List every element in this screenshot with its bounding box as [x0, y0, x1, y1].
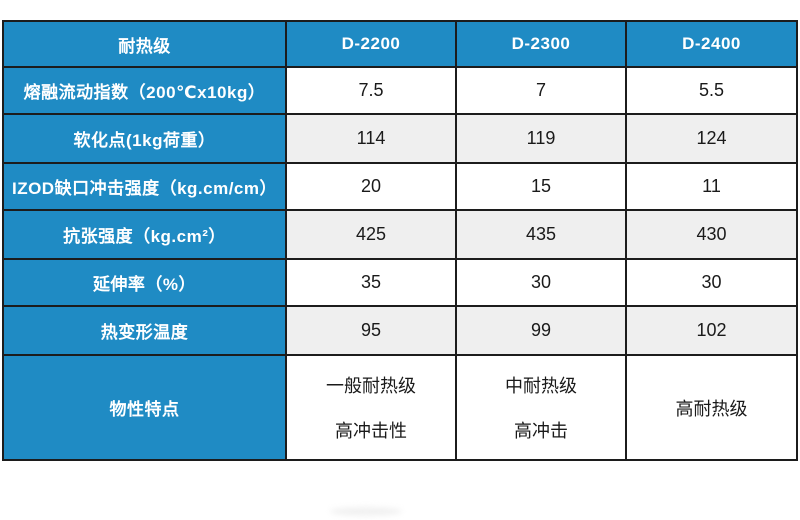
value-cell: 99 — [455, 305, 627, 356]
value-cell: 11 — [625, 162, 798, 211]
value-cell: 124 — [625, 113, 798, 164]
value-cell: 7.5 — [285, 66, 457, 115]
value-cell: 119 — [455, 113, 627, 164]
watermark-smudge — [330, 507, 402, 516]
feature-cell-d2300: 中耐热级 高冲击 — [455, 354, 627, 461]
value-cell: 435 — [455, 209, 627, 260]
value-cell: 425 — [285, 209, 457, 260]
value-cell: 7 — [455, 66, 627, 115]
row-label: IZOD缺口冲击强度（kg.cm/cm） — [2, 162, 287, 211]
row-label: 熔融流动指数（200℃x10kg） — [2, 66, 287, 115]
feature-line: 高冲击性 — [335, 421, 407, 442]
feature-line: 高冲击 — [514, 421, 568, 442]
header-cell-grade: 耐热级 — [2, 20, 287, 68]
header-cell-d2400: D-2400 — [625, 20, 798, 68]
header-cell-d2300: D-2300 — [455, 20, 627, 68]
feature-cell-d2400: 高耐热级 — [625, 354, 798, 461]
header-row: 耐热级 D-2200 D-2300 D-2400 — [2, 20, 798, 68]
row-heat-deflection-temp: 热变形温度 95 99 102 — [2, 305, 798, 356]
row-izod-impact: IZOD缺口冲击强度（kg.cm/cm） 20 15 11 — [2, 162, 798, 211]
value-cell: 430 — [625, 209, 798, 260]
header-cell-d2200: D-2200 — [285, 20, 457, 68]
row-label: 软化点(1kg荷重） — [2, 113, 287, 164]
row-label: 热变形温度 — [2, 305, 287, 356]
feature-cell-d2200: 一般耐热级 高冲击性 — [285, 354, 457, 461]
value-cell: 35 — [285, 258, 457, 307]
value-cell: 114 — [285, 113, 457, 164]
value-cell: 5.5 — [625, 66, 798, 115]
spec-table: 耐热级 D-2200 D-2300 D-2400 熔融流动指数（200℃x10k… — [2, 20, 798, 461]
feature-line: 中耐热级 — [505, 375, 577, 396]
row-melt-flow-index: 熔融流动指数（200℃x10kg） 7.5 7 5.5 — [2, 66, 798, 115]
row-tensile-strength: 抗张强度（kg.cm²） 425 435 430 — [2, 209, 798, 260]
page: { "colors": { "header_blue": "#1f8bc4", … — [0, 20, 800, 520]
value-cell: 30 — [455, 258, 627, 307]
value-cell: 15 — [455, 162, 627, 211]
feature-line: 一般耐热级 — [326, 375, 416, 396]
row-label: 抗张强度（kg.cm²） — [2, 209, 287, 260]
value-cell: 95 — [285, 305, 457, 356]
value-cell: 30 — [625, 258, 798, 307]
value-cell: 20 — [285, 162, 457, 211]
row-material-features: 物性特点 一般耐热级 高冲击性 中耐热级 高冲击 高耐热级 — [2, 354, 798, 461]
row-label: 延伸率（%） — [2, 258, 287, 307]
feature-line: 高耐热级 — [675, 398, 748, 419]
value-cell: 102 — [625, 305, 798, 356]
row-softening-point: 软化点(1kg荷重） 114 119 124 — [2, 113, 798, 164]
row-elongation: 延伸率（%） 35 30 30 — [2, 258, 798, 307]
row-label: 物性特点 — [2, 354, 287, 461]
